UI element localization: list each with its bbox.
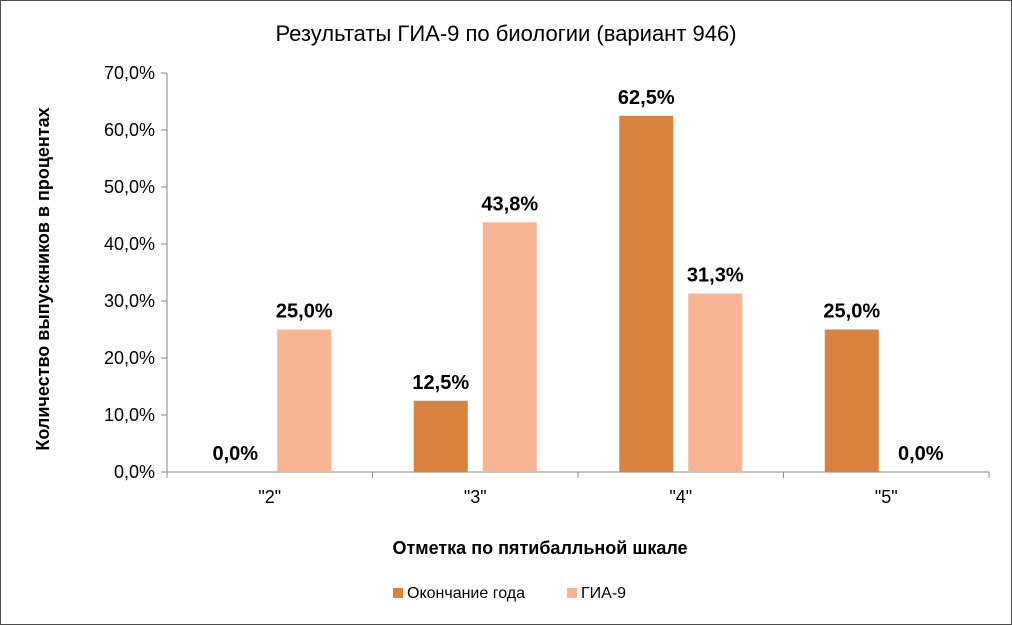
y-tick-label: 70,0%	[104, 63, 155, 83]
y-axis-title: Количество выпускников в процентах	[33, 107, 53, 450]
bar	[824, 329, 879, 472]
legend: Окончание года ГИА-9	[393, 585, 626, 602]
x-tick-label: "4"	[669, 487, 692, 507]
data-label: 31,3%	[687, 265, 744, 287]
x-tick-label: "3"	[464, 487, 487, 507]
data-label: 25,0%	[823, 301, 880, 323]
plot-area: 0,0% 10,0% 20,0% 30,0% 40,0% 50,0% 60,0% 70,0% "…	[104, 63, 990, 507]
y-tick-label: 30,0%	[104, 291, 155, 311]
x-tick-label: "2"	[258, 487, 281, 507]
x-tick-label: "5"	[875, 487, 898, 507]
data-label: 62,5%	[618, 87, 675, 109]
y-tick-label: 50,0%	[104, 177, 155, 197]
legend-swatch	[567, 588, 577, 598]
y-tick-label: 0,0%	[114, 462, 155, 482]
x-axis-title: Отметка по пятибалльной шкале	[392, 538, 687, 558]
bar	[619, 115, 674, 472]
chart-title: Результаты ГИА-9 по биологии (вариант 94…	[275, 21, 736, 46]
data-label: 0,0%	[898, 443, 944, 465]
data-label: 0,0%	[212, 443, 258, 465]
y-tick-label: 40,0%	[104, 234, 155, 254]
bar	[413, 400, 468, 472]
data-label: 43,8%	[481, 193, 538, 215]
y-tick-label: 10,0%	[104, 405, 155, 425]
y-tick-label: 20,0%	[104, 348, 155, 368]
data-label: 12,5%	[412, 372, 469, 394]
bar	[482, 222, 537, 472]
y-tick-label: 60,0%	[104, 120, 155, 140]
data-label: 25,0%	[276, 301, 333, 323]
bar	[688, 293, 743, 472]
bar	[277, 329, 332, 472]
legend-swatch	[393, 588, 403, 598]
legend-label: ГИА-9	[581, 585, 626, 602]
legend-label: Окончание года	[407, 585, 525, 602]
